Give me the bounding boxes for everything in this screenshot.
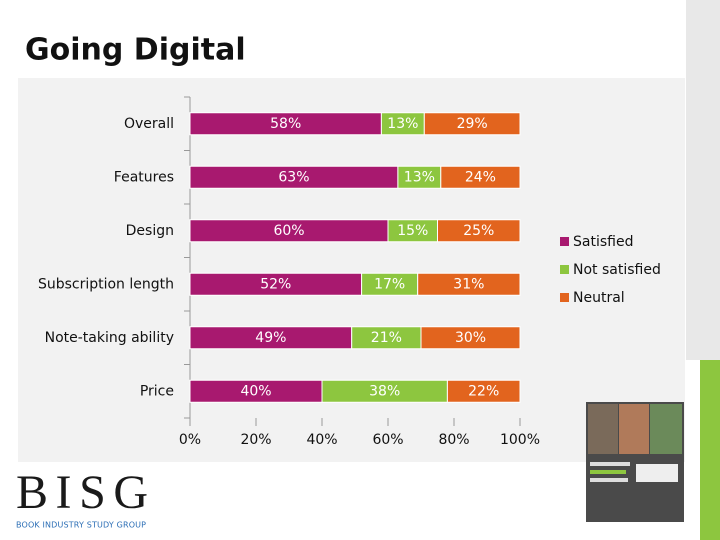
y-tick-label: Features [114, 169, 174, 185]
y-tick-label: Design [126, 223, 174, 239]
bar-segment [420, 326, 521, 350]
legend-label: Neutral [573, 290, 625, 306]
data-label: 31% [453, 276, 484, 292]
side-stripe [686, 0, 720, 360]
y-tick-label: Note-taking ability [45, 330, 174, 346]
data-label: 38% [369, 383, 400, 399]
data-label: 49% [255, 330, 286, 346]
data-label: 52% [260, 276, 291, 292]
bar-segment [440, 165, 521, 189]
side-bar [700, 360, 720, 540]
legend-label: Not satisfied [573, 262, 661, 278]
y-tick-label: Price [140, 383, 174, 399]
data-label: 58% [270, 116, 301, 132]
data-label: 25% [463, 223, 494, 239]
data-label: 17% [374, 276, 405, 292]
cover-line [590, 478, 628, 482]
x-tick-label: 40% [306, 432, 337, 448]
x-tick-label: 80% [438, 432, 469, 448]
data-label: 63% [278, 169, 309, 185]
data-label: 60% [273, 223, 304, 239]
x-tick-label: 60% [372, 432, 403, 448]
cover-photo [619, 404, 649, 454]
slide-title: Going Digital [25, 33, 246, 68]
x-tick-label: 0% [179, 432, 201, 448]
bar-segment [417, 272, 521, 296]
legend-swatch [560, 237, 569, 246]
data-label: 15% [397, 223, 428, 239]
data-label: 13% [404, 169, 435, 185]
bar-segment [423, 112, 521, 136]
bar-segment [446, 379, 521, 403]
data-label: 22% [468, 383, 499, 399]
book-cover [586, 402, 684, 522]
data-label: 29% [457, 116, 488, 132]
logo-subtitle: BOOK INDUSTRY STUDY GROUP [16, 521, 146, 530]
data-label: 21% [371, 330, 402, 346]
legend-swatch [560, 265, 569, 274]
cover-line [590, 462, 630, 466]
data-label: 30% [455, 330, 486, 346]
cover-line [590, 470, 626, 474]
legend-label: Satisfied [573, 234, 633, 250]
data-label: 24% [465, 169, 496, 185]
legend-swatch [560, 293, 569, 302]
logo-name: BISG [16, 466, 148, 519]
bar-segment [437, 219, 521, 243]
data-label: 40% [240, 383, 271, 399]
data-label: 13% [387, 116, 418, 132]
y-tick-label: Overall [124, 116, 174, 132]
x-tick-label: 100% [500, 432, 540, 448]
cover-photo [650, 404, 682, 454]
cover-photo [588, 404, 618, 454]
y-tick-label: Subscription length [38, 276, 174, 292]
cover-logo [636, 464, 678, 482]
x-tick-label: 20% [240, 432, 271, 448]
